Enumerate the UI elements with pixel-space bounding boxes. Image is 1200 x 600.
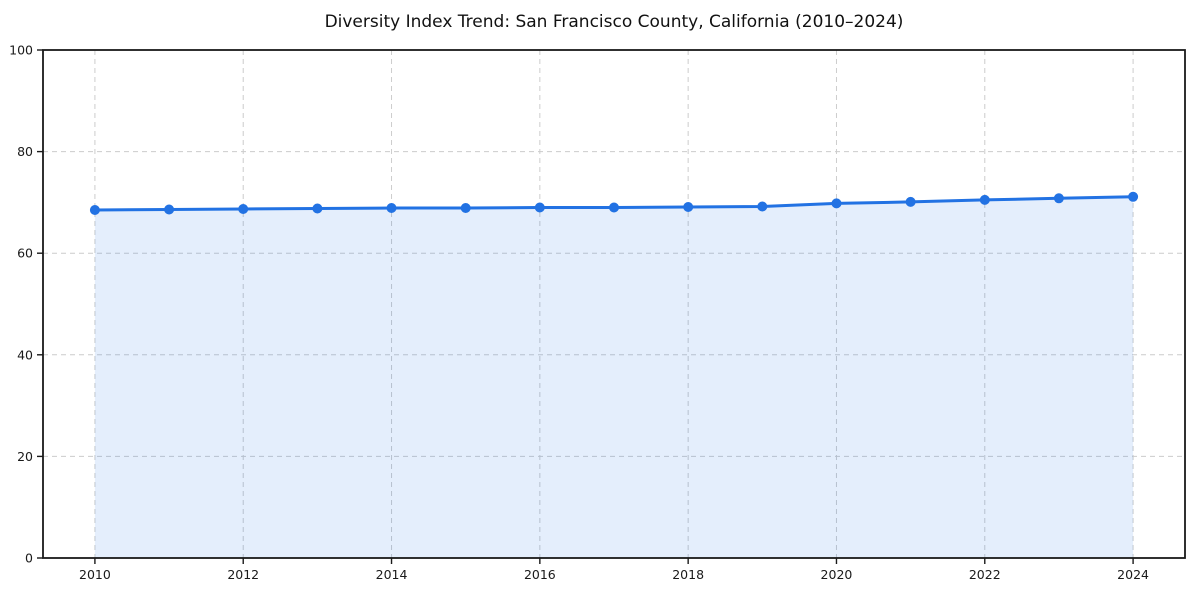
y-tick-label: 0	[25, 551, 33, 566]
data-point-marker	[757, 201, 768, 212]
x-tick-label: 2010	[79, 567, 111, 582]
x-axis: 2010 2012 2014 2016 2018 2020 2022 2024	[79, 558, 1149, 582]
x-tick-label: 2018	[672, 567, 704, 582]
data-point-marker	[1128, 191, 1139, 202]
data-point-marker	[979, 194, 990, 205]
data-point-marker	[89, 205, 100, 215]
y-tick-label: 100	[9, 43, 33, 58]
y-tick-label: 60	[17, 246, 33, 261]
data-point-marker	[1053, 193, 1064, 204]
y-axis: 0 20 40 60 80 100	[9, 43, 43, 566]
x-tick-label: 2014	[376, 567, 408, 582]
data-point-marker	[386, 203, 397, 213]
x-tick-label: 2016	[524, 567, 556, 582]
data-point-marker	[534, 202, 545, 213]
data-point-marker	[683, 202, 694, 212]
x-tick-label: 2020	[821, 567, 853, 582]
series-markers	[89, 191, 1139, 215]
x-tick-label: 2024	[1117, 567, 1149, 582]
x-tick-label: 2012	[227, 567, 259, 582]
data-point-marker	[905, 196, 916, 207]
y-tick-label: 20	[17, 449, 33, 464]
data-point-marker	[238, 204, 249, 214]
plot-border	[42, 49, 1186, 559]
data-point-marker	[164, 204, 175, 215]
gridlines	[43, 50, 1185, 558]
data-point-marker	[312, 203, 323, 214]
y-tick-label: 40	[17, 347, 33, 362]
series-area-fill	[94, 196, 1134, 559]
data-point-marker	[460, 203, 471, 213]
chart-title: Diversity Index Trend: San Francisco Cou…	[324, 12, 904, 32]
x-tick-label: 2022	[969, 567, 1001, 582]
y-tick-label: 80	[17, 144, 33, 159]
data-point-marker	[609, 202, 619, 213]
data-point-marker	[831, 198, 842, 209]
